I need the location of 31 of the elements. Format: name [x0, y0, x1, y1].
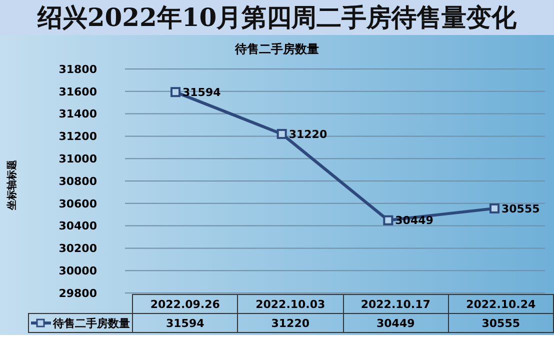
text: 30555 — [502, 202, 540, 216]
y-tick-label: 30200 — [58, 242, 98, 256]
data-label: 30555 — [448, 314, 554, 332]
y-tick-label: 29800 — [58, 286, 98, 300]
text: 31220 — [288, 128, 328, 141]
x-tick-label: 2022.10.17 — [343, 294, 448, 314]
point — [383, 215, 394, 226]
x-tick-label: 2022.10.24 — [448, 294, 554, 314]
chart-subtitle: 待售二手房数量 — [234, 41, 320, 58]
y-tick-label: 30600 — [58, 197, 98, 210]
text: 31594 — [182, 86, 221, 99]
data-label: 30449 — [343, 314, 448, 332]
y-tick-label: 31400 — [58, 108, 98, 121]
data-label: 31594 — [132, 314, 238, 332]
y-tick-label: 31000 — [58, 152, 98, 166]
data-label: 31220 — [238, 314, 343, 332]
legend-label: 待售二手房数量 — [28, 314, 132, 332]
y-tick-label: 31800 — [58, 62, 98, 76]
point — [170, 87, 180, 98]
y-tick-label: 31200 — [58, 130, 98, 144]
point — [490, 203, 500, 214]
y-tick-label: 30400 — [58, 220, 98, 233]
y-axis-title: 坐标轴标题 — [6, 160, 19, 210]
y-tick-label: 30800 — [58, 174, 98, 188]
chart-title: 绍兴2022年10月第四周二手房待售量变化 — [0, 0, 554, 35]
y-tick-label: 30000 — [58, 264, 98, 278]
x-tick-label: 2022.09.26 — [132, 294, 238, 314]
y-tick-label: 31600 — [58, 85, 98, 98]
text: 30449 — [395, 214, 434, 228]
x-tick-label: 2022.10.03 — [238, 294, 343, 314]
point — [276, 128, 287, 139]
